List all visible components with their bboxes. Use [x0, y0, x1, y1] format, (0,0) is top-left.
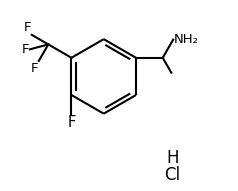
Text: F: F [31, 62, 38, 75]
Text: F: F [23, 21, 31, 34]
Text: H: H [166, 149, 179, 167]
Text: NH₂: NH₂ [174, 33, 199, 46]
Text: F: F [67, 115, 76, 130]
Text: F: F [21, 43, 29, 56]
Text: Cl: Cl [164, 166, 181, 184]
